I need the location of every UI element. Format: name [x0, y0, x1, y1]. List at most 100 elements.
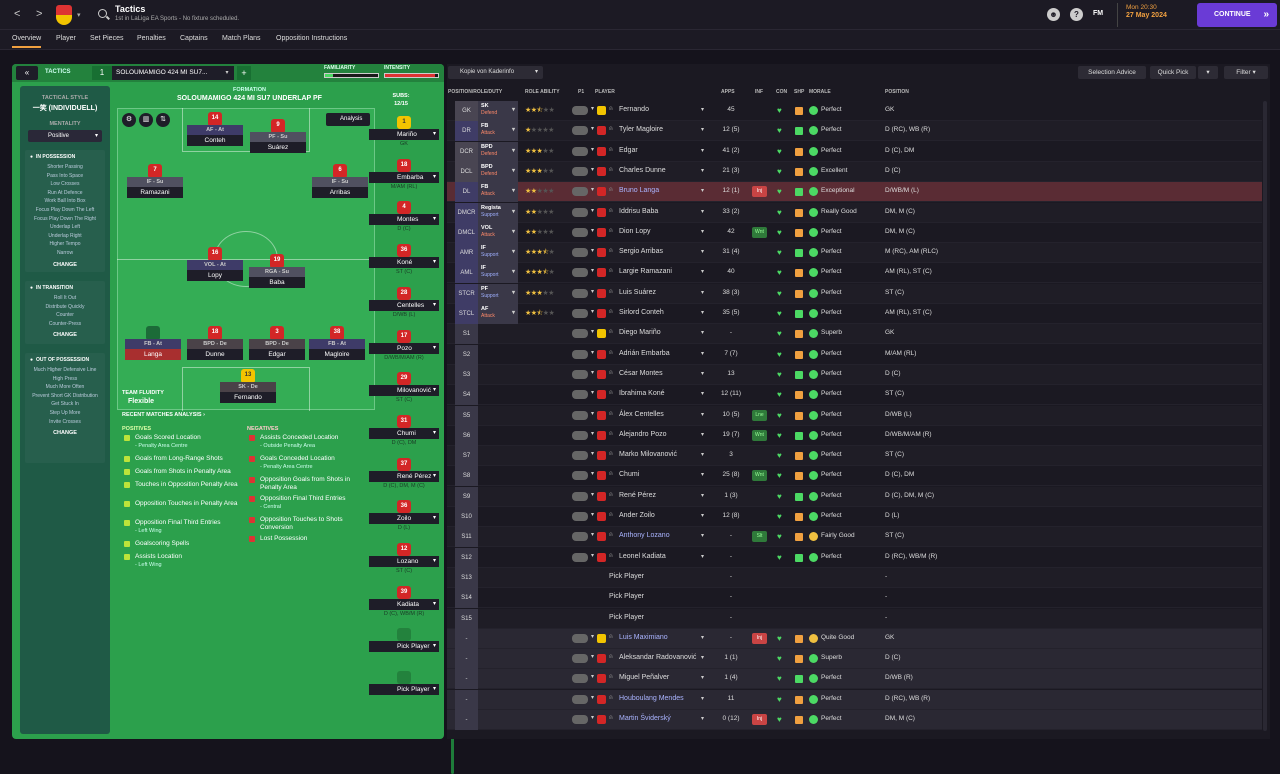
table-row[interactable]: - ⍝ Luis Maximiano ▾ - Inj ♥ Quite Good GK — [447, 628, 1262, 649]
role-duty-select[interactable]: PF Support — [478, 283, 518, 304]
chevron-down-icon[interactable]: ▾ — [701, 350, 705, 357]
position-slot[interactable]: S12 — [455, 547, 478, 568]
chevron-down-icon[interactable]: ▾ — [701, 269, 705, 276]
chart-icon[interactable]: ▥ — [139, 113, 153, 127]
sub-card[interactable]: Pick Player — [369, 628, 439, 672]
position-slot[interactable]: S5 — [455, 405, 478, 426]
player-card[interactable]: 6 IF - Su Arribas — [312, 164, 368, 200]
sub-card[interactable]: Pick Player — [369, 671, 439, 715]
player-name[interactable]: Conteh — [187, 135, 243, 146]
column-header-role-ability[interactable]: ROLE ABILITY — [525, 89, 560, 95]
position-slot[interactable]: S3 — [455, 364, 478, 385]
player-name[interactable]: Pick Player — [609, 572, 645, 580]
compare-toggle[interactable] — [572, 186, 594, 197]
player-name[interactable]: Bruno Langa — [619, 187, 660, 195]
compare-toggle[interactable] — [572, 349, 594, 359]
player-name[interactable]: Alejandro Pozo — [619, 430, 667, 438]
position-slot[interactable]: DL — [455, 182, 478, 203]
chevron-down-icon[interactable]: ▾ — [701, 167, 705, 174]
view-select[interactable]: Kopie von Kaderinfo ▾ — [448, 66, 543, 79]
sub-name[interactable]: Pick Player — [369, 684, 439, 696]
player-name[interactable]: Baba — [249, 277, 305, 288]
forward-button[interactable]: > — [36, 8, 43, 20]
position-slot[interactable]: S11 — [455, 527, 478, 548]
collapse-button[interactable]: « — [16, 66, 38, 80]
table-row[interactable]: S13 Pick Player - - — [447, 567, 1262, 588]
compare-toggle[interactable] — [572, 166, 594, 176]
position-slot[interactable]: S4 — [455, 385, 478, 406]
player-name[interactable]: Dion Lopy — [619, 227, 651, 235]
add-tactic-button[interactable]: + — [237, 66, 251, 80]
player-name[interactable]: Arribas — [312, 187, 368, 198]
chevron-down-icon[interactable]: ▾ — [701, 147, 705, 154]
fm-logo[interactable]: FM — [1093, 10, 1104, 17]
scrollbar[interactable] — [1263, 101, 1267, 731]
compare-toggle[interactable] — [572, 247, 594, 258]
chevron-down-icon[interactable]: ▾ — [701, 655, 705, 662]
column-header-con[interactable]: CON — [776, 89, 788, 95]
help-icon[interactable]: ? — [1070, 8, 1083, 21]
player-role[interactable]: FB - At — [309, 339, 365, 349]
player-name[interactable]: Magloire — [309, 349, 365, 360]
player-role[interactable]: BPD - De — [187, 339, 243, 349]
position-slot[interactable]: S10 — [455, 507, 478, 527]
position-slot[interactable]: DCR — [455, 141, 478, 162]
position-slot[interactable]: S2 — [455, 344, 478, 365]
player-role[interactable]: PF - Su — [250, 132, 306, 142]
player-name[interactable]: Miguel Peñalver — [619, 674, 670, 682]
familiarity-bar[interactable] — [324, 73, 379, 78]
table-row[interactable]: S4 ⍝ Ibrahima Koné ▾ 12 (11) ♥ Perfect ST (C) — [447, 385, 1262, 406]
position-slot[interactable]: S15 — [455, 608, 478, 629]
compare-toggle[interactable] — [572, 694, 594, 704]
player-role[interactable]: BPD - De — [249, 339, 305, 349]
chevron-down-icon[interactable]: ▾ — [701, 492, 705, 499]
sub-card[interactable]: 39KadiataD (C), WB/M (R) — [369, 585, 439, 630]
chevron-down-icon[interactable]: ▾ — [701, 228, 705, 235]
chevron-down-icon[interactable]: ▾ — [701, 513, 705, 519]
out-of-possession-panel[interactable]: OUT OF POSSESSION Much Higher Defensive … — [25, 353, 105, 463]
table-row[interactable]: S11 ⍝ Anthony Lozano ▾ - Slt ♥ Fairly Good ST (C… — [447, 527, 1262, 548]
sub-card[interactable]: 28CentellesD/WB (L) — [369, 286, 439, 331]
table-row[interactable]: S7 ⍝ Marko Milovanović ▾ 3 ♥ Perfect ST (C) — [447, 446, 1262, 467]
sub-name[interactable]: Milovanović — [369, 385, 439, 397]
compare-toggle[interactable] — [572, 105, 594, 115]
compare-toggle[interactable] — [572, 430, 594, 440]
player-name[interactable]: Aleksandar Radovanović — [619, 654, 697, 662]
chevron-down-icon[interactable]: ▾ — [701, 208, 705, 215]
player-name[interactable]: Anthony Lozano — [619, 532, 670, 540]
tactic-name-select[interactable]: SOLOUMAMIGO 424 MI SU7... — [112, 66, 220, 80]
sub-name[interactable]: Koné — [369, 257, 439, 269]
chevron-down-icon[interactable]: ▾ — [701, 330, 705, 337]
back-button[interactable]: < — [14, 8, 21, 20]
player-role[interactable]: FB - At — [125, 339, 181, 349]
role-duty-select[interactable]: FB Attack — [478, 121, 518, 142]
tactical-style-value[interactable]: 一笑 (INDIVIDUELL) — [32, 105, 98, 112]
sort-icon[interactable]: ⇅ — [156, 113, 170, 127]
player-card[interactable]: 13 SK - De Fernando — [220, 369, 276, 405]
player-role[interactable]: AF - At — [187, 125, 243, 135]
table-row[interactable]: S15 Pick Player - - — [447, 608, 1262, 629]
sub-name[interactable]: Centelles — [369, 299, 439, 311]
player-name[interactable]: Fernando — [619, 106, 649, 113]
sub-card[interactable]: 4MontesD (C) — [369, 201, 439, 245]
player-name[interactable]: César Montes — [619, 369, 663, 377]
position-slot[interactable]: - — [455, 710, 478, 730]
change-possession-button[interactable]: CHANGE — [53, 261, 77, 268]
in-transition-panel[interactable]: IN TRANSITION Roll It Out Distribute Quic… — [25, 281, 105, 344]
tab-match-plans[interactable]: Match Plans — [222, 35, 261, 42]
position-slot[interactable]: S1 — [455, 324, 478, 345]
player-name[interactable]: Luis Maximiano — [619, 633, 668, 641]
club-crest-icon[interactable] — [56, 5, 72, 25]
compare-toggle[interactable] — [572, 308, 594, 318]
chevron-down-icon[interactable]: ▾ — [701, 411, 705, 418]
tab-set-pieces[interactable]: Set Pieces — [90, 35, 124, 42]
chevron-down-icon[interactable]: ▾ — [77, 12, 81, 19]
table-row[interactable]: S3 ⍝ César Montes ▾ 13 ♥ Perfect D (C) — [447, 364, 1262, 385]
player-name[interactable]: Ander Zoilo — [619, 512, 655, 519]
compare-toggle[interactable] — [572, 470, 594, 481]
compare-toggle[interactable] — [572, 450, 594, 461]
